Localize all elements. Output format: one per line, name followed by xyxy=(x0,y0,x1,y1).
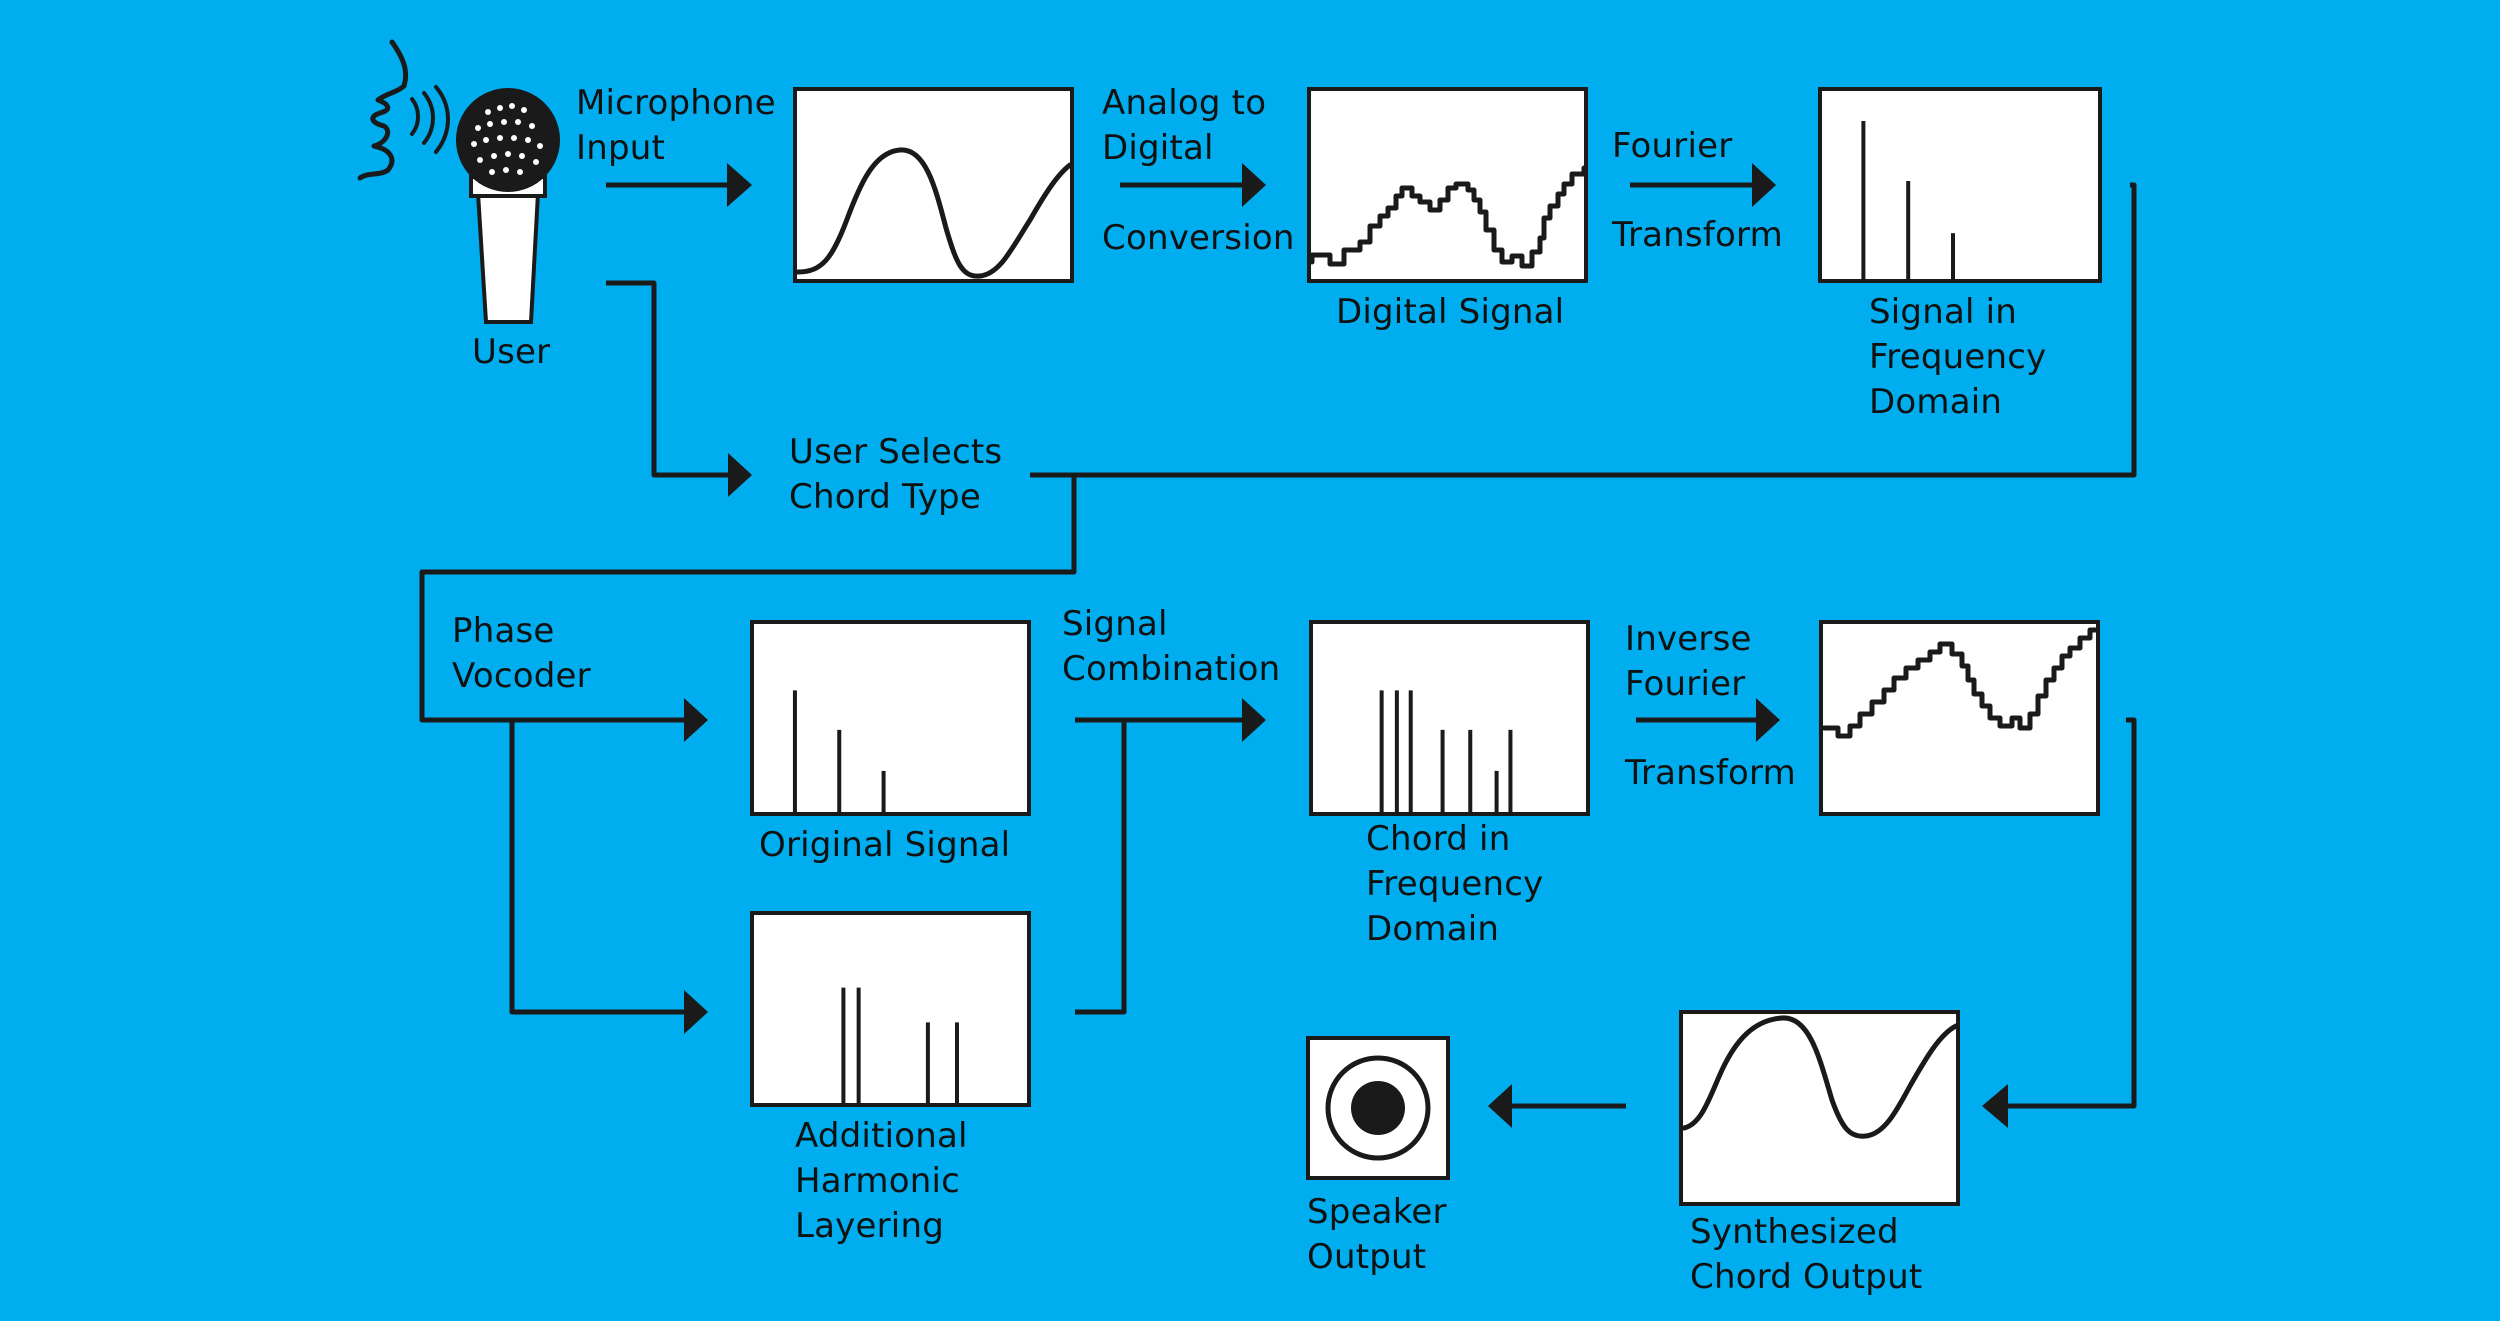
label-line: Fourier xyxy=(1612,126,1733,166)
inverse-transform-label: Transform xyxy=(1625,751,1796,796)
speaker-icon xyxy=(1306,1036,1450,1180)
digital-signal-label: Digital Signal xyxy=(1336,290,1564,335)
label-line: Domain xyxy=(1869,382,2003,422)
connector-inverse-fourier xyxy=(1636,698,1780,742)
label-line: Additional xyxy=(795,1116,968,1156)
label-line: Input xyxy=(576,128,666,168)
label-line: Digital xyxy=(1102,128,1214,168)
additional-harmonic-panel xyxy=(750,911,1031,1107)
phase-vocoder-label: Phase Vocoder xyxy=(452,609,591,699)
synthesized-chord-panel xyxy=(1679,1010,1960,1206)
label-line: Analog to xyxy=(1102,83,1267,123)
label-line: Phase xyxy=(452,611,555,651)
label-line: Chord Output xyxy=(1690,1257,1923,1297)
transform-label: Transform xyxy=(1612,213,1783,258)
connector-to-synthesized-output xyxy=(1982,717,2137,1128)
label-line: Conversion xyxy=(1102,218,1295,258)
reconstructed-signal-panel xyxy=(1819,620,2100,816)
label-line: Domain xyxy=(1366,909,1500,949)
conversion-label: Conversion xyxy=(1102,216,1295,261)
label-line: Synthesized xyxy=(1690,1212,1899,1252)
label-line: Harmonic xyxy=(795,1161,960,1201)
chord-frequency-domain-label: Chord in Frequency Domain xyxy=(1366,817,1543,952)
connector-mic-to-analog xyxy=(606,163,752,207)
chord-frequency-domain-panel xyxy=(1309,620,1590,816)
connector-adc xyxy=(1120,163,1266,207)
user-selects-chord-label: User Selects Chord Type xyxy=(789,430,1002,520)
label-line: Transform xyxy=(1625,753,1796,793)
signal-combination-label: Signal Combination xyxy=(1062,602,1280,692)
original-signal-panel xyxy=(750,620,1031,816)
label-line: Transform xyxy=(1612,215,1783,255)
connector-signal-combination xyxy=(1075,698,1266,1015)
user-microphone-icon xyxy=(357,39,560,324)
microphone-input-label: Microphone Input xyxy=(576,81,776,171)
digital-signal-panel xyxy=(1307,87,1588,283)
connector-fourier xyxy=(1630,163,1776,207)
label-line: Digital Signal xyxy=(1336,292,1565,332)
label-line: Fourier xyxy=(1625,664,1746,704)
label-line: Frequency xyxy=(1869,337,2047,377)
signal-frequency-domain-panel xyxy=(1818,87,2102,283)
label-line: Signal xyxy=(1062,604,1168,644)
connector-vocoder-to-harmonic xyxy=(509,720,708,1034)
label-line: Combination xyxy=(1062,649,1281,689)
additional-harmonic-label: Additional Harmonic Layering xyxy=(795,1114,968,1249)
label-line: Inverse xyxy=(1625,619,1752,659)
label-line: Layering xyxy=(795,1206,944,1246)
speaker-output-label: Speaker Output xyxy=(1307,1190,1447,1280)
original-signal-label: Original Signal xyxy=(759,823,1010,868)
label-line: Chord Type xyxy=(789,477,981,517)
inverse-fourier-label: Inverse Fourier xyxy=(1625,617,1752,707)
fourier-label: Fourier xyxy=(1612,124,1732,169)
label-line: User Selects xyxy=(789,432,1003,472)
label-line: Signal in xyxy=(1869,292,2018,332)
connector-to-speaker xyxy=(1488,1084,1626,1128)
signal-frequency-domain-label: Signal in Frequency Domain xyxy=(1869,290,2046,425)
label-line: Chord in xyxy=(1366,819,1511,859)
label-line: Frequency xyxy=(1366,864,1544,904)
label-line: Microphone xyxy=(576,83,776,123)
label-line: Vocoder xyxy=(452,656,591,696)
connector-user-to-chord-select xyxy=(606,280,752,497)
label-line: Original Signal xyxy=(759,825,1011,865)
analog-signal-panel xyxy=(793,87,1074,283)
synthesized-chord-label: Synthesized Chord Output xyxy=(1690,1210,1922,1300)
label-line: Speaker xyxy=(1307,1192,1447,1232)
label-line: User xyxy=(472,332,551,372)
label-line: Output xyxy=(1307,1237,1427,1277)
user-label: User xyxy=(472,330,550,375)
connector-frequency-to-vocoder xyxy=(419,182,2137,742)
analog-to-digital-label: Analog to Digital xyxy=(1102,81,1266,171)
